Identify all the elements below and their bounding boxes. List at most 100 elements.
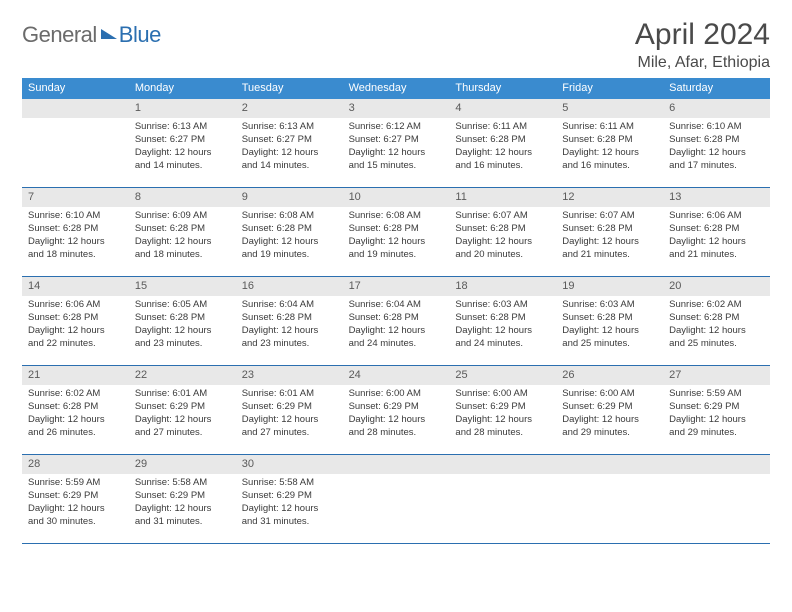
calendar-day: 6Sunrise: 6:10 AMSunset: 6:28 PMDaylight… (663, 99, 770, 187)
calendar-day: 1Sunrise: 6:13 AMSunset: 6:27 PMDaylight… (129, 99, 236, 187)
sunset-line: Sunset: 6:29 PM (135, 490, 230, 503)
daylight-line: Daylight: 12 hours and 29 minutes. (562, 414, 657, 440)
calendar-day: 27Sunrise: 5:59 AMSunset: 6:29 PMDayligh… (663, 366, 770, 454)
sunrise-line: Sunrise: 6:02 AM (28, 388, 123, 401)
location-subtitle: Mile, Afar, Ethiopia (635, 54, 770, 72)
calendar-day: 28Sunrise: 5:59 AMSunset: 6:29 PMDayligh… (22, 455, 129, 543)
sunset-line: Sunset: 6:27 PM (135, 134, 230, 147)
weekday-tuesday: Tuesday (236, 78, 343, 99)
calendar-day: 25Sunrise: 6:00 AMSunset: 6:29 PMDayligh… (449, 366, 556, 454)
daylight-line: Daylight: 12 hours and 19 minutes. (349, 236, 444, 262)
day-number: 13 (663, 188, 770, 207)
sunrise-line: Sunrise: 6:12 AM (349, 121, 444, 134)
day-body: Sunrise: 6:13 AMSunset: 6:27 PMDaylight:… (236, 118, 343, 178)
day-body: Sunrise: 6:00 AMSunset: 6:29 PMDaylight:… (343, 385, 450, 445)
day-body: Sunrise: 6:06 AMSunset: 6:28 PMDaylight:… (22, 296, 129, 356)
sunset-line: Sunset: 6:29 PM (669, 401, 764, 414)
day-body: Sunrise: 6:01 AMSunset: 6:29 PMDaylight:… (236, 385, 343, 445)
day-number: 2 (236, 99, 343, 118)
sunset-line: Sunset: 6:27 PM (349, 134, 444, 147)
day-body (22, 118, 129, 127)
day-number: 28 (22, 455, 129, 474)
day-number: 12 (556, 188, 663, 207)
daylight-line: Daylight: 12 hours and 30 minutes. (28, 503, 123, 529)
daylight-line: Daylight: 12 hours and 24 minutes. (349, 325, 444, 351)
calendar-page: General Blue April 2024 Mile, Afar, Ethi… (0, 0, 792, 612)
calendar-day: 19Sunrise: 6:03 AMSunset: 6:28 PMDayligh… (556, 277, 663, 365)
calendar-day: 11Sunrise: 6:07 AMSunset: 6:28 PMDayligh… (449, 188, 556, 276)
day-number: 22 (129, 366, 236, 385)
sunset-line: Sunset: 6:28 PM (562, 312, 657, 325)
calendar-day: 14Sunrise: 6:06 AMSunset: 6:28 PMDayligh… (22, 277, 129, 365)
daylight-line: Daylight: 12 hours and 31 minutes. (135, 503, 230, 529)
daylight-line: Daylight: 12 hours and 20 minutes. (455, 236, 550, 262)
sunrise-line: Sunrise: 6:11 AM (562, 121, 657, 134)
calendar-day (663, 455, 770, 543)
daylight-line: Daylight: 12 hours and 22 minutes. (28, 325, 123, 351)
calendar-week: 21Sunrise: 6:02 AMSunset: 6:28 PMDayligh… (22, 366, 770, 455)
day-number: 16 (236, 277, 343, 296)
sunset-line: Sunset: 6:28 PM (349, 312, 444, 325)
day-body: Sunrise: 6:04 AMSunset: 6:28 PMDaylight:… (236, 296, 343, 356)
day-body: Sunrise: 5:59 AMSunset: 6:29 PMDaylight:… (663, 385, 770, 445)
calendar-week: 28Sunrise: 5:59 AMSunset: 6:29 PMDayligh… (22, 455, 770, 544)
sunrise-line: Sunrise: 6:02 AM (669, 299, 764, 312)
daylight-line: Daylight: 12 hours and 29 minutes. (669, 414, 764, 440)
day-body: Sunrise: 6:07 AMSunset: 6:28 PMDaylight:… (449, 207, 556, 267)
day-number: 30 (236, 455, 343, 474)
weekday-wednesday: Wednesday (343, 78, 450, 99)
day-number: 10 (343, 188, 450, 207)
sunrise-line: Sunrise: 6:06 AM (28, 299, 123, 312)
calendar-body: 1Sunrise: 6:13 AMSunset: 6:27 PMDaylight… (22, 99, 770, 544)
calendar-day (343, 455, 450, 543)
calendar-week: 7Sunrise: 6:10 AMSunset: 6:28 PMDaylight… (22, 188, 770, 277)
day-number: 6 (663, 99, 770, 118)
sunset-line: Sunset: 6:28 PM (242, 223, 337, 236)
sunset-line: Sunset: 6:27 PM (242, 134, 337, 147)
day-number: 26 (556, 366, 663, 385)
page-header: General Blue April 2024 Mile, Afar, Ethi… (22, 18, 770, 72)
calendar-grid: Sunday Monday Tuesday Wednesday Thursday… (22, 78, 770, 544)
sunrise-line: Sunrise: 6:09 AM (135, 210, 230, 223)
sunrise-line: Sunrise: 6:13 AM (135, 121, 230, 134)
sunrise-line: Sunrise: 6:06 AM (669, 210, 764, 223)
sunrise-line: Sunrise: 6:03 AM (562, 299, 657, 312)
day-body: Sunrise: 5:58 AMSunset: 6:29 PMDaylight:… (236, 474, 343, 534)
calendar-day (556, 455, 663, 543)
daylight-line: Daylight: 12 hours and 17 minutes. (669, 147, 764, 173)
daylight-line: Daylight: 12 hours and 14 minutes. (242, 147, 337, 173)
day-number: 21 (22, 366, 129, 385)
calendar-day: 16Sunrise: 6:04 AMSunset: 6:28 PMDayligh… (236, 277, 343, 365)
day-number: 1 (129, 99, 236, 118)
daylight-line: Daylight: 12 hours and 21 minutes. (562, 236, 657, 262)
day-body: Sunrise: 6:03 AMSunset: 6:28 PMDaylight:… (556, 296, 663, 356)
sunrise-line: Sunrise: 6:04 AM (242, 299, 337, 312)
day-number: 24 (343, 366, 450, 385)
daylight-line: Daylight: 12 hours and 28 minutes. (455, 414, 550, 440)
daylight-line: Daylight: 12 hours and 18 minutes. (28, 236, 123, 262)
day-number: 4 (449, 99, 556, 118)
day-body: Sunrise: 6:04 AMSunset: 6:28 PMDaylight:… (343, 296, 450, 356)
sunrise-line: Sunrise: 5:59 AM (669, 388, 764, 401)
day-body: Sunrise: 6:03 AMSunset: 6:28 PMDaylight:… (449, 296, 556, 356)
logo-word-1: General (22, 22, 97, 48)
sunrise-line: Sunrise: 6:04 AM (349, 299, 444, 312)
day-body: Sunrise: 5:58 AMSunset: 6:29 PMDaylight:… (129, 474, 236, 534)
day-number (449, 455, 556, 474)
sunrise-line: Sunrise: 6:13 AM (242, 121, 337, 134)
calendar-day: 29Sunrise: 5:58 AMSunset: 6:29 PMDayligh… (129, 455, 236, 543)
daylight-line: Daylight: 12 hours and 19 minutes. (242, 236, 337, 262)
weekday-monday: Monday (129, 78, 236, 99)
day-number: 9 (236, 188, 343, 207)
day-body: Sunrise: 6:01 AMSunset: 6:29 PMDaylight:… (129, 385, 236, 445)
day-body (556, 474, 663, 483)
day-body (449, 474, 556, 483)
daylight-line: Daylight: 12 hours and 25 minutes. (562, 325, 657, 351)
weekday-thursday: Thursday (449, 78, 556, 99)
sunrise-line: Sunrise: 6:08 AM (242, 210, 337, 223)
day-number: 3 (343, 99, 450, 118)
day-body: Sunrise: 6:02 AMSunset: 6:28 PMDaylight:… (22, 385, 129, 445)
title-block: April 2024 Mile, Afar, Ethiopia (635, 18, 770, 72)
sunset-line: Sunset: 6:28 PM (242, 312, 337, 325)
sunset-line: Sunset: 6:29 PM (28, 490, 123, 503)
